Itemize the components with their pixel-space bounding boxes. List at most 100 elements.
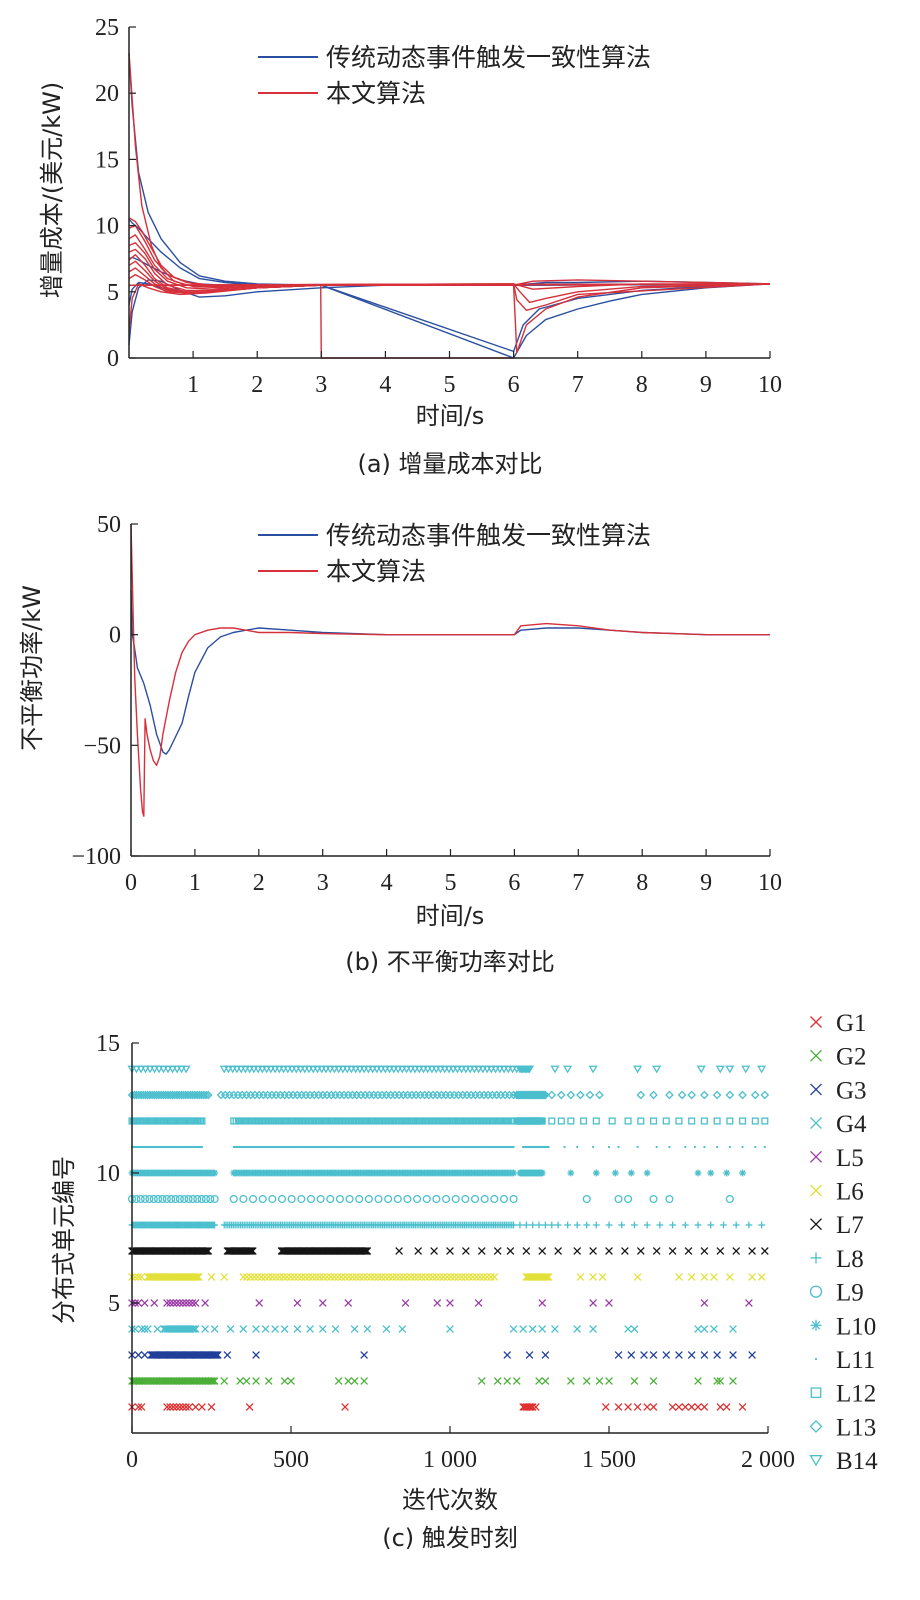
scatter-point-L6 (410, 1273, 419, 1281)
scatter-point-L7-stroke (716, 1247, 725, 1255)
y-tick-label: −50 (83, 733, 121, 759)
scatter-point-L6 (542, 1273, 550, 1281)
scatter-point-L11 (668, 1145, 671, 1149)
scatter-point-L9-shape (268, 1194, 277, 1204)
chart-a-series-0-line-0 (128, 53, 771, 286)
scatter-point-L7-stroke (652, 1247, 661, 1255)
scatter-point-L9-shape (470, 1194, 480, 1204)
scatter-point-L9 (158, 1194, 167, 1204)
scatter-point-L7-stroke (636, 1247, 645, 1255)
scatter-point-G1 (134, 1403, 143, 1411)
scatter-point-L12-shape (688, 1117, 696, 1125)
scatter-point-G1-stroke (185, 1403, 194, 1411)
scatter-point-L11-shape (728, 1145, 731, 1149)
scatter-point-G3-stroke (212, 1351, 221, 1359)
scatter-point-L5-stroke (745, 1299, 753, 1307)
scatter-point-L6 (436, 1273, 444, 1281)
scatter-point-L6-stroke (490, 1273, 499, 1281)
scatter-point-G2 (360, 1377, 368, 1385)
scatter-point-G4-stroke (331, 1325, 340, 1333)
scatter-point-G2 (287, 1377, 295, 1385)
scatter-point-L6 (220, 1273, 229, 1281)
scatter-point-G4-stroke (137, 1325, 146, 1333)
scatter-point-G2 (264, 1377, 273, 1385)
scatter-point-G4 (318, 1325, 327, 1333)
scatter-point-L7-stroke (605, 1247, 613, 1255)
scatter-point-G4-stroke (239, 1325, 248, 1333)
scatter-point-G2 (729, 1377, 737, 1385)
chart-c-plot-area (127, 1065, 770, 1411)
scatter-point-G4-stroke (306, 1325, 314, 1333)
chart-panel-a: 1 2 3 4 5 6 7 8 9 10 0 5 10 15 20 25 传统动态事件触发一致性算法 本文算法… (38, 15, 782, 478)
scatter-point-L7 (522, 1247, 531, 1255)
scatter-point-L9 (442, 1194, 451, 1204)
chart-a-series-0-line-6 (129, 283, 771, 353)
scatter-series-G1 (128, 1403, 747, 1411)
scatter-point-L6 (421, 1273, 430, 1281)
scatter-point-L9 (413, 1194, 422, 1204)
scatter-point-L6-stroke (193, 1273, 202, 1281)
scatter-point-L12 (726, 1117, 734, 1125)
scatter-point-L5-stroke (140, 1299, 149, 1307)
scatter-point-L9-shape (364, 1194, 373, 1204)
scatter-point-G2-stroke (605, 1377, 613, 1385)
scatter-point-L12 (592, 1117, 600, 1125)
scatter-point-G1-stroke (624, 1403, 632, 1411)
scatter-point-L6 (406, 1273, 415, 1281)
scatter-point-G3 (503, 1351, 512, 1359)
scatter-point-L9 (451, 1194, 460, 1204)
scatter-point-L6 (748, 1273, 756, 1281)
scatter-point-L12-shape (675, 1117, 683, 1125)
scatter-point-G2-stroke (207, 1377, 216, 1385)
scatter-point-L12 (739, 1117, 747, 1125)
scatter-point-L9 (193, 1194, 202, 1204)
chart-a-y-label: 增量成本/(美元/kW) (38, 82, 66, 299)
x-tick-label: 5 (445, 870, 457, 896)
scatter-point-L11 (512, 1145, 515, 1149)
x-tick-label: 3 (315, 372, 327, 398)
scatter-point-G2 (477, 1377, 486, 1385)
scatter-point-G4 (573, 1325, 582, 1333)
scatter-point-L12-shape (726, 1117, 734, 1125)
scatter-point-G1-stroke (700, 1403, 709, 1411)
scatter-point-L9 (287, 1194, 296, 1204)
scatter-point-L6-stroke (192, 1273, 201, 1281)
scatter-point-L7 (360, 1247, 368, 1255)
scatter-point-L9 (184, 1194, 193, 1204)
scatter-point-G4-stroke (551, 1325, 559, 1333)
scatter-point-L6 (194, 1273, 203, 1281)
scatter-point-L7-stroke (538, 1247, 547, 1255)
scatter-point-L11-shape (592, 1145, 595, 1149)
scatter-point-L6 (294, 1273, 302, 1281)
scatter-point-G1 (716, 1403, 725, 1411)
scatter-point-G4 (239, 1325, 248, 1333)
scatter-point-L6-stroke (220, 1273, 229, 1281)
scatter-point-L6 (355, 1273, 364, 1281)
scatter-point-L10 (567, 1169, 575, 1177)
scatter-point-L6 (323, 1273, 331, 1281)
chart-a-series-1-line-12 (129, 283, 771, 354)
scatter-point-L11 (763, 1145, 766, 1149)
x-tick-label: 10 (758, 870, 782, 896)
chart-a-series-1-line-2 (128, 224, 771, 286)
scatter-point-L6 (330, 1273, 339, 1281)
scatter-point-G4 (140, 1325, 149, 1333)
scatter-point-L9 (201, 1194, 211, 1204)
scatter-point-L5 (201, 1299, 209, 1307)
scatter-point-L12 (675, 1117, 683, 1125)
scatter-point-L7 (636, 1247, 645, 1255)
scatter-point-G4 (252, 1325, 260, 1333)
scatter-point-L6 (544, 1273, 553, 1281)
scatter-point-L9 (422, 1194, 431, 1204)
scatter-point-L9 (624, 1194, 633, 1204)
scatter-point-L6 (757, 1273, 766, 1281)
scatter-point-L6 (725, 1273, 734, 1281)
scatter-point-L9 (249, 1194, 258, 1204)
scatter-point-G3-stroke (662, 1351, 671, 1359)
scatter-point-G4-stroke (382, 1325, 391, 1333)
x-tick-label: 8 (636, 372, 648, 398)
scatter-point-L9 (171, 1194, 180, 1204)
scatter-point-L6 (443, 1273, 452, 1281)
scatter-point-L6 (479, 1273, 488, 1281)
scatter-point-L6 (374, 1273, 382, 1281)
